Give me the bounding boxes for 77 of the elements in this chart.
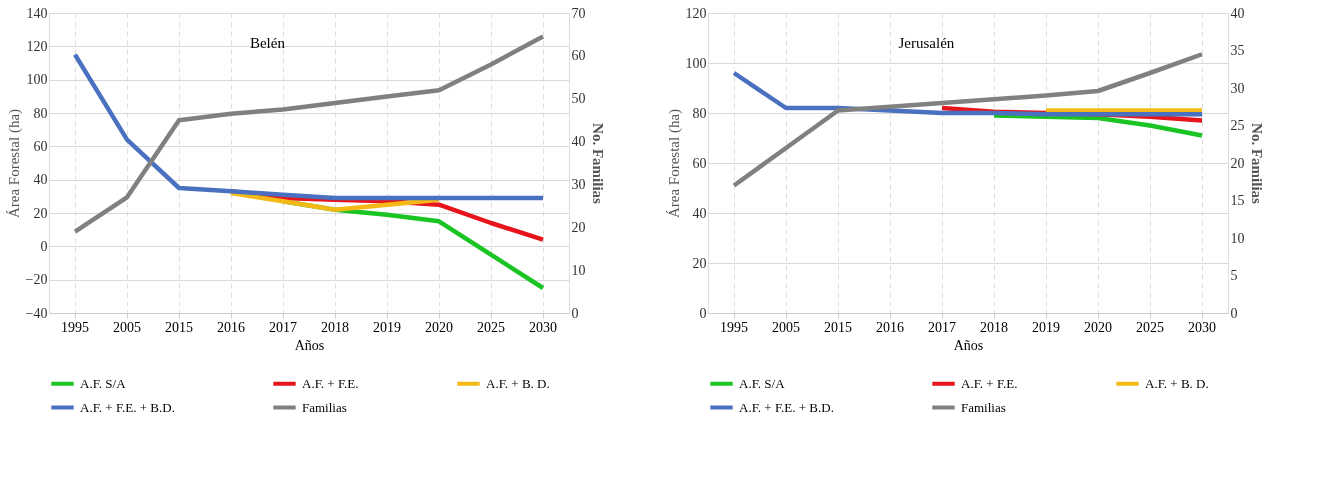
- legend-label: A.F. S/A: [80, 375, 127, 391]
- y-tick-label: 60: [692, 155, 707, 171]
- y2-axis-title: No. Familias: [1248, 123, 1265, 205]
- y2-tick-label: 20: [1230, 155, 1245, 171]
- y2-tick-label: 35: [1230, 43, 1245, 58]
- x-tick-label: 2017: [928, 319, 956, 335]
- legend-label: A.F. + F.E. + B.D.: [80, 399, 175, 415]
- legend-label: A.F. + B. D.: [1145, 375, 1209, 391]
- legend-label: A.F. + F.E.: [302, 375, 359, 391]
- x-tick-label: 2018: [980, 319, 1008, 335]
- x-tick-label: 2015: [165, 319, 193, 335]
- x-axis-title: Años: [294, 337, 325, 353]
- x-tick-label: 2018: [321, 319, 349, 335]
- y-tick-label: 20: [33, 205, 48, 221]
- y2-tick-label: 20: [571, 219, 586, 235]
- y-axis-title: Área Forestal (ha): [5, 108, 23, 219]
- y-tick-label: 120: [685, 5, 707, 21]
- x-tick-label: 2017: [269, 319, 297, 335]
- line-series: [72, 34, 546, 234]
- y-tick-label: 40: [33, 172, 48, 188]
- legend-label: Familias: [302, 399, 347, 415]
- x-tick-label: 1995: [61, 319, 89, 335]
- y2-tick-label: 40: [571, 134, 586, 150]
- y-tick-label: −40: [25, 305, 48, 321]
- x-tick-label: 2005: [772, 319, 800, 335]
- line-series: [72, 52, 546, 201]
- y-tick-label: 140: [26, 5, 48, 21]
- text: Belén: [249, 35, 286, 51]
- y2-tick-label: 70: [571, 5, 586, 21]
- y-tick-label: 40: [692, 205, 707, 221]
- legend-label: A.F. + F.E. + B.D.: [739, 399, 834, 415]
- legend-label: A.F. S/A: [739, 375, 786, 391]
- x-tick-label: 2019: [1032, 319, 1060, 335]
- x-tick-label: 2016: [217, 319, 245, 335]
- x-tick-label: 2025: [1136, 319, 1164, 335]
- y2-tick-label: 30: [571, 176, 586, 192]
- y2-tick-label: 60: [571, 48, 586, 64]
- y-tick-label: 0: [699, 305, 707, 321]
- y-tick-label: 80: [692, 105, 707, 121]
- y-axis-title: Área Forestal (ha): [665, 108, 683, 219]
- x-tick-label: 1995: [720, 319, 748, 335]
- line-series: [731, 70, 1205, 117]
- y-tick-label: 80: [33, 105, 48, 121]
- y2-tick-label: 30: [1230, 80, 1245, 96]
- x-tick-label: 2030: [1188, 319, 1216, 335]
- y-tick-label: 120: [26, 38, 48, 54]
- x-tick-label: 2015: [824, 319, 852, 335]
- y2-tick-label: 0: [1230, 305, 1238, 321]
- y2-tick-label: 10: [1230, 230, 1245, 246]
- y2-tick-label: 15: [1230, 193, 1245, 208]
- x-tick-label: 2025: [477, 319, 505, 335]
- x-tick-label: 2005: [113, 319, 141, 335]
- x-axis-title: Años: [953, 337, 984, 353]
- text: Jerusalén: [898, 35, 955, 51]
- x-tick-label: 2030: [529, 319, 557, 335]
- x-tick-label: 2020: [1084, 319, 1112, 335]
- x-tick-label: 2019: [373, 319, 401, 335]
- y-tick-label: 100: [685, 55, 707, 71]
- y2-tick-label: 5: [1230, 268, 1238, 283]
- x-tick-label: 2016: [876, 319, 904, 335]
- y-tick-label: −20: [25, 272, 48, 288]
- y2-tick-label: 40: [1230, 5, 1245, 21]
- y-tick-label: 20: [692, 255, 707, 271]
- legend-label: A.F. + F.E.: [961, 375, 1018, 391]
- x-tick-label: 2020: [425, 319, 453, 335]
- line-series: [991, 113, 1205, 138]
- line-series: [731, 52, 1205, 188]
- y-tick-label: 0: [40, 238, 48, 254]
- y2-tick-label: 25: [1230, 118, 1245, 133]
- y-tick-label: 100: [26, 72, 48, 88]
- y-tick-label: 60: [33, 138, 48, 154]
- y2-tick-label: 50: [571, 91, 586, 107]
- legend-label: A.F. + B. D.: [486, 375, 550, 391]
- y2-axis-title: No. Familias: [589, 123, 606, 205]
- y2-tick-label: 10: [571, 262, 586, 278]
- legend-label: Familias: [961, 399, 1006, 415]
- y2-tick-label: 0: [571, 305, 579, 321]
